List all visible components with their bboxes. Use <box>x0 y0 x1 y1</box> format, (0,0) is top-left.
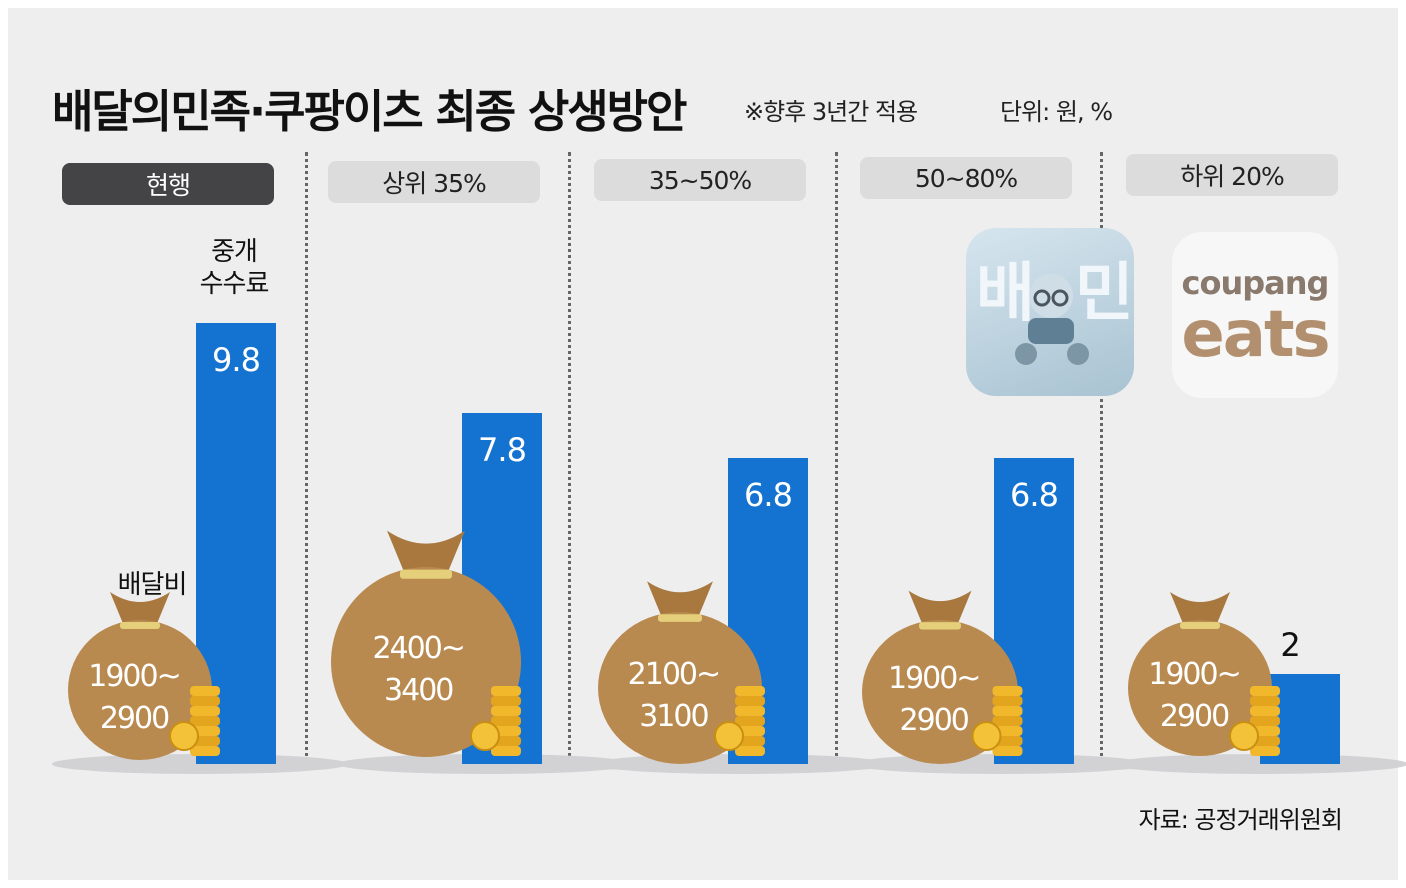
coupang-logo-text: coupang <box>1181 264 1330 302</box>
rider-icon <box>1015 274 1089 365</box>
coin-stack <box>1250 716 1280 726</box>
category-pill-bottom20: 하위 20% <box>1126 154 1338 196</box>
column-divider <box>1100 152 1103 764</box>
money-bag-top <box>908 590 972 627</box>
unit-label: 단위: 원, % <box>1000 98 1113 126</box>
coin-stack <box>491 716 521 726</box>
delivery-fee-value-label: 1900~ <box>88 659 179 694</box>
coin-stack <box>735 686 765 696</box>
chart-title: 배달의민족·쿠팡이츠 최종 상생방안 <box>52 85 687 138</box>
money-bag-tie <box>919 622 961 630</box>
coin-stack <box>190 716 220 726</box>
money-bag-tie <box>1180 622 1220 629</box>
coin-stack <box>992 686 1023 696</box>
delivery-fee-value-label: 1900~ <box>888 661 979 696</box>
coin-stack <box>1250 686 1280 696</box>
coin-stack <box>1250 746 1280 756</box>
fee-value-label: 6.8 <box>744 476 792 514</box>
delivery-fee-value-label: 1900~ <box>1148 657 1239 692</box>
won-coin-icon <box>1229 721 1259 751</box>
money-bag <box>331 567 521 757</box>
won-coin-icon <box>169 721 199 751</box>
money-bag-top <box>647 581 713 619</box>
coin-stack <box>491 696 521 706</box>
coin-stack <box>190 706 220 716</box>
coin-stack <box>491 706 521 716</box>
column-divider <box>568 152 571 764</box>
money-bag-tie <box>400 569 452 579</box>
fee-value-label: 2 <box>1280 626 1299 664</box>
money-bag-tie <box>658 614 702 622</box>
coin-stack <box>992 746 1023 756</box>
money-bag-tie <box>120 622 160 629</box>
coin-stack <box>190 746 220 756</box>
delivery-fee-value-label: 2400~ <box>372 631 463 666</box>
coin-stack <box>735 706 765 716</box>
baemin-app-logo: 배민 <box>966 228 1134 396</box>
delivery-fee-value-label: 2100~ <box>628 657 719 692</box>
coin-stack <box>992 716 1023 726</box>
money-bag-top <box>110 592 170 626</box>
money-bag-top <box>387 530 465 575</box>
category-pill-current: 현행 <box>62 163 274 205</box>
coin-stack <box>992 706 1023 716</box>
coin-stack <box>735 716 765 726</box>
coin-stack <box>491 686 521 696</box>
coin-stack <box>735 696 765 706</box>
delivery-fee-value-label: 3100 <box>639 699 708 734</box>
coupang-eats-logo: coupang eats <box>1172 232 1338 398</box>
title-row: 배달의민족·쿠팡이츠 최종 상생방안 <box>52 70 687 140</box>
won-coin-icon <box>470 721 500 751</box>
eats-logo-text: eats <box>1181 298 1330 372</box>
category-pill-35-50: 35~50% <box>594 159 806 201</box>
chart-note: ※향후 3년간 적용 <box>744 98 918 126</box>
coin-stack <box>992 696 1023 706</box>
column-divider <box>305 152 308 764</box>
delivery-fee-value-label: 2900 <box>900 703 969 738</box>
coin-stack <box>491 746 521 756</box>
category-pill-top35: 상위 35% <box>328 161 540 203</box>
delivery-series-label: 배달비 <box>117 570 188 600</box>
coin-stack <box>190 696 220 706</box>
ground-shadow <box>1112 754 1406 774</box>
column-divider <box>835 152 838 764</box>
coin-stack <box>735 746 765 756</box>
coin-stack <box>190 686 220 696</box>
won-coin-icon <box>714 721 744 751</box>
money-bag-top <box>1170 592 1230 626</box>
delivery-fee-value-label: 2900 <box>100 701 169 736</box>
category-pill-50-80: 50~80% <box>860 157 1072 199</box>
coin-stack <box>1250 706 1280 716</box>
won-coin-icon <box>971 721 1002 751</box>
fee-value-label: 9.8 <box>212 341 260 379</box>
fee-value-label: 7.8 <box>478 431 526 469</box>
money-bag <box>1128 620 1272 756</box>
fee-series-label: 중개 수수료 <box>199 237 270 299</box>
delivery-fee-value-label: 3400 <box>384 673 453 708</box>
source-label: 자료: 공정거래위원회 <box>1138 806 1343 834</box>
fee-value-label: 6.8 <box>1010 476 1058 514</box>
delivery-fee-value-label: 2900 <box>1160 699 1229 734</box>
coin-stack <box>1250 696 1280 706</box>
